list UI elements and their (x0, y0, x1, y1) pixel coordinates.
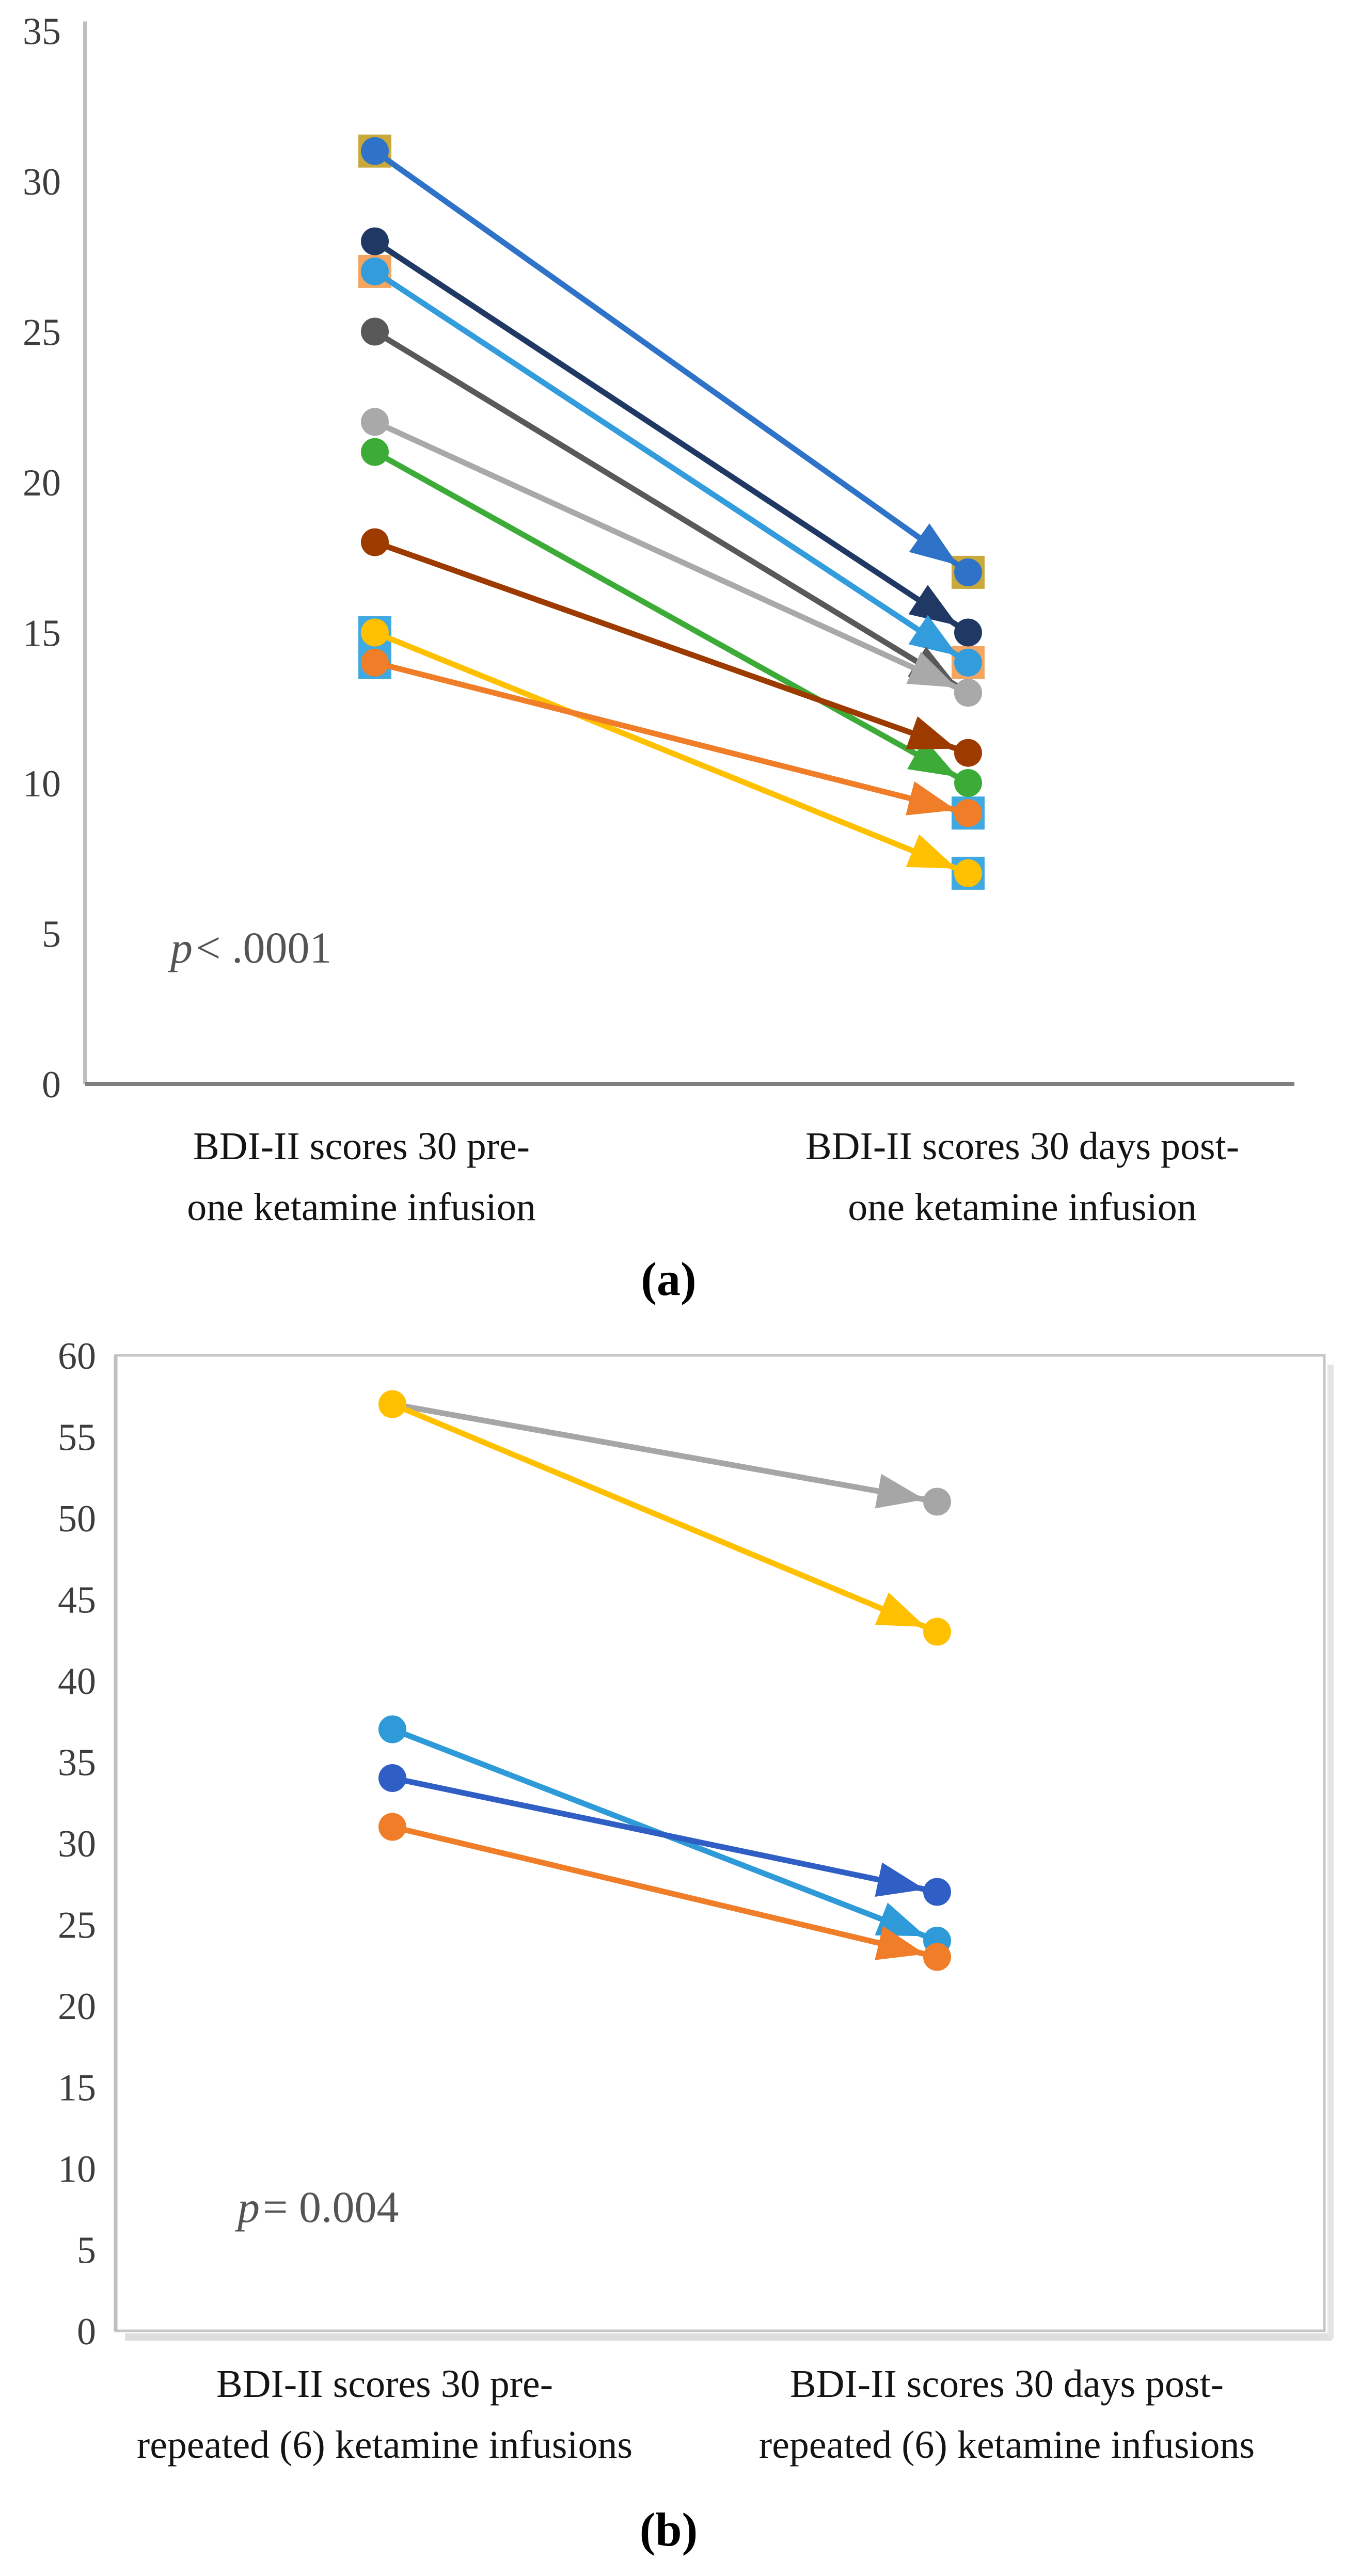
x-label-line1: BDI-II scores 30 pre- (216, 2362, 553, 2406)
series-marker-circle (954, 558, 982, 586)
y-tick-label: 30 (23, 161, 61, 203)
x-label-line1: BDI-II scores 30 pre- (193, 1125, 530, 1168)
x-label-line2: repeated (6) ketamine infusions (136, 2423, 633, 2467)
series-marker-circle (361, 137, 389, 165)
p-value-panel-a: p< .0001 (170, 922, 332, 973)
y-tick-label: 60 (58, 1335, 96, 1378)
y-tick-label: 15 (58, 2067, 96, 2109)
y-tick-label: 10 (58, 2148, 96, 2190)
panel-b-caption: (b) (639, 2503, 698, 2556)
arrowhead-icon (875, 1926, 925, 1960)
y-tick-label: 25 (58, 1905, 96, 1947)
arrowhead-icon (875, 1474, 925, 1509)
series-marker-circle (361, 618, 389, 647)
series-marker-circle (954, 648, 982, 677)
x-label-line2: repeated (6) ketamine infusions (758, 2423, 1255, 2467)
y-tick-label: 35 (23, 11, 61, 53)
series-line (373, 419, 970, 696)
y-tick-label: 20 (58, 1986, 96, 2028)
x-axis-label-a-pre: BDI-II scores 30 pre- one ketamine infus… (52, 1116, 671, 1238)
y-tick-label: 5 (77, 2230, 96, 2272)
series-line (374, 660, 969, 816)
y-tick-label: 50 (58, 1498, 96, 1540)
y-tick-label: 25 (23, 312, 61, 354)
series-marker-circle (361, 408, 389, 436)
series-marker-circle (378, 1764, 406, 1792)
series-marker-circle (361, 257, 389, 285)
y-tick-label: 15 (23, 613, 61, 655)
series-line (391, 1401, 939, 1635)
y-tick-label: 40 (58, 1660, 96, 1703)
series-line (373, 269, 970, 665)
series-marker-circle (378, 1715, 406, 1743)
p-relation-value: < .0001 (196, 923, 332, 972)
series-marker-circle (923, 1943, 951, 1971)
arrowhead-icon (875, 1592, 926, 1627)
series-marker-circle (954, 618, 982, 647)
arrowhead-icon (906, 716, 957, 749)
y-tick-label: 30 (58, 1823, 96, 1865)
series-marker-circle (954, 769, 982, 797)
x-label-line2: one ketamine infusion (848, 1186, 1197, 1229)
series-line (373, 329, 970, 695)
x-axis-label-b-post: BDI-II scores 30 days post- repeated (6)… (697, 2354, 1317, 2475)
x-label-line2: one ketamine infusion (187, 1186, 536, 1229)
series-marker-circle (361, 227, 389, 255)
series-line (373, 630, 970, 876)
p-value-panel-b: p= 0.004 (238, 2181, 399, 2233)
y-tick-label: 5 (42, 914, 61, 956)
x-axis-label-a-post: BDI-II scores 30 days post- one ketamine… (713, 1116, 1332, 1238)
series-marker-circle (361, 528, 389, 556)
series-marker-circle (954, 799, 982, 827)
series-marker-circle (923, 1878, 951, 1906)
x-label-line1: BDI-II scores 30 days post- (789, 2362, 1224, 2406)
y-tick-label: 20 (23, 462, 61, 504)
p-relation-value: = 0.004 (263, 2182, 399, 2232)
arrowhead-icon (875, 1902, 926, 1937)
p-symbol: p (238, 2182, 260, 2232)
series-marker-circle (361, 648, 389, 677)
series-line (392, 1401, 938, 1505)
y-tick-label: 10 (23, 763, 61, 805)
arrowhead-icon (875, 1862, 925, 1897)
panel-a-caption: (a) (641, 1253, 697, 1305)
series-marker-circle (361, 438, 389, 466)
series-line (391, 1775, 938, 1895)
series-marker-circle (378, 1390, 406, 1418)
series-line (374, 539, 969, 756)
y-tick-label: 55 (58, 1417, 96, 1459)
y-tick-label: 35 (58, 1742, 96, 1784)
series-marker-circle (954, 679, 982, 707)
series-line (373, 239, 970, 635)
arrowhead-icon (906, 651, 957, 688)
series-marker-circle (361, 317, 389, 346)
arrowhead-icon (908, 585, 958, 626)
series-marker-circle (954, 859, 982, 887)
y-tick-label: 45 (58, 1579, 96, 1622)
x-axis-label-b-pre: BDI-II scores 30 pre- repeated (6) ketam… (75, 2354, 694, 2475)
series-marker-circle (378, 1813, 406, 1841)
arrowhead-icon (908, 615, 958, 656)
y-tick-label: 0 (42, 1064, 61, 1106)
series-marker-circle (954, 739, 982, 767)
series-line (373, 149, 970, 575)
y-tick-label: 0 (77, 2311, 96, 2353)
arrowhead-icon (906, 834, 957, 869)
series-line (391, 1824, 938, 1960)
series-marker-circle (923, 1487, 951, 1516)
series-line (373, 449, 970, 786)
arrowhead-icon (909, 523, 958, 566)
p-symbol: p (170, 923, 193, 972)
series-marker-circle (923, 1618, 951, 1646)
arrowhead-icon (906, 781, 956, 815)
x-label-line1: BDI-II scores 30 days post- (805, 1125, 1240, 1168)
